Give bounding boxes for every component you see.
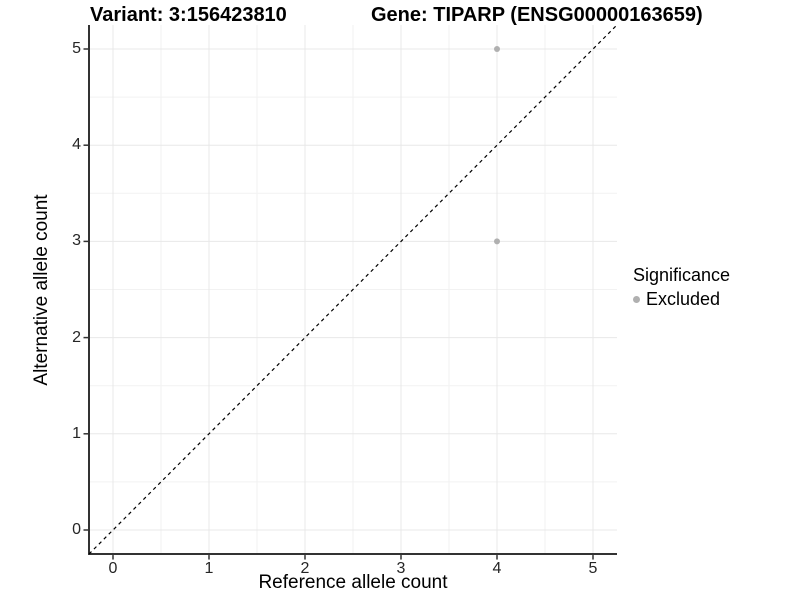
- data-point: [494, 238, 500, 245]
- excluded-key-dot-icon: [633, 296, 640, 303]
- gene-title: Gene: TIPARP (ENSG00000163659): [371, 4, 703, 26]
- y-tick-label: 3: [72, 232, 81, 250]
- y-tick-label: 0: [72, 521, 81, 538]
- x-tick-label: 4: [492, 560, 502, 578]
- minor-gridlines: [89, 24, 617, 555]
- x-tick-label: 3: [396, 560, 406, 578]
- y-tick-label: 1: [72, 424, 81, 442]
- legend-item-excluded: Excluded: [633, 289, 730, 310]
- y-tick-label: 4: [72, 136, 81, 154]
- major-gridlines: [89, 24, 617, 555]
- data-points: [494, 46, 500, 245]
- x-tick-label: 2: [300, 560, 310, 578]
- identity-line: [88, 24, 618, 555]
- y-axis-title: Alternative allele count: [31, 194, 52, 386]
- tick-marks: [83, 48, 594, 560]
- axis-lines: [88, 24, 617, 556]
- legend-item-label: Excluded: [646, 289, 721, 309]
- x-tick-label: 1: [204, 560, 214, 578]
- legend-title: Significance: [633, 265, 731, 285]
- identity-dashed-line: [88, 24, 618, 555]
- y-tick-label: 5: [72, 40, 81, 57]
- legend: Significance Excluded: [633, 265, 730, 310]
- variant-title: Variant: 3:156423810: [90, 4, 287, 26]
- x-axis-title: Reference allele count: [258, 572, 448, 593]
- x-tick-label: 0: [108, 560, 118, 578]
- data-point: [494, 46, 500, 52]
- y-tick-label: 2: [72, 328, 81, 346]
- x-tick-label: 5: [588, 560, 598, 578]
